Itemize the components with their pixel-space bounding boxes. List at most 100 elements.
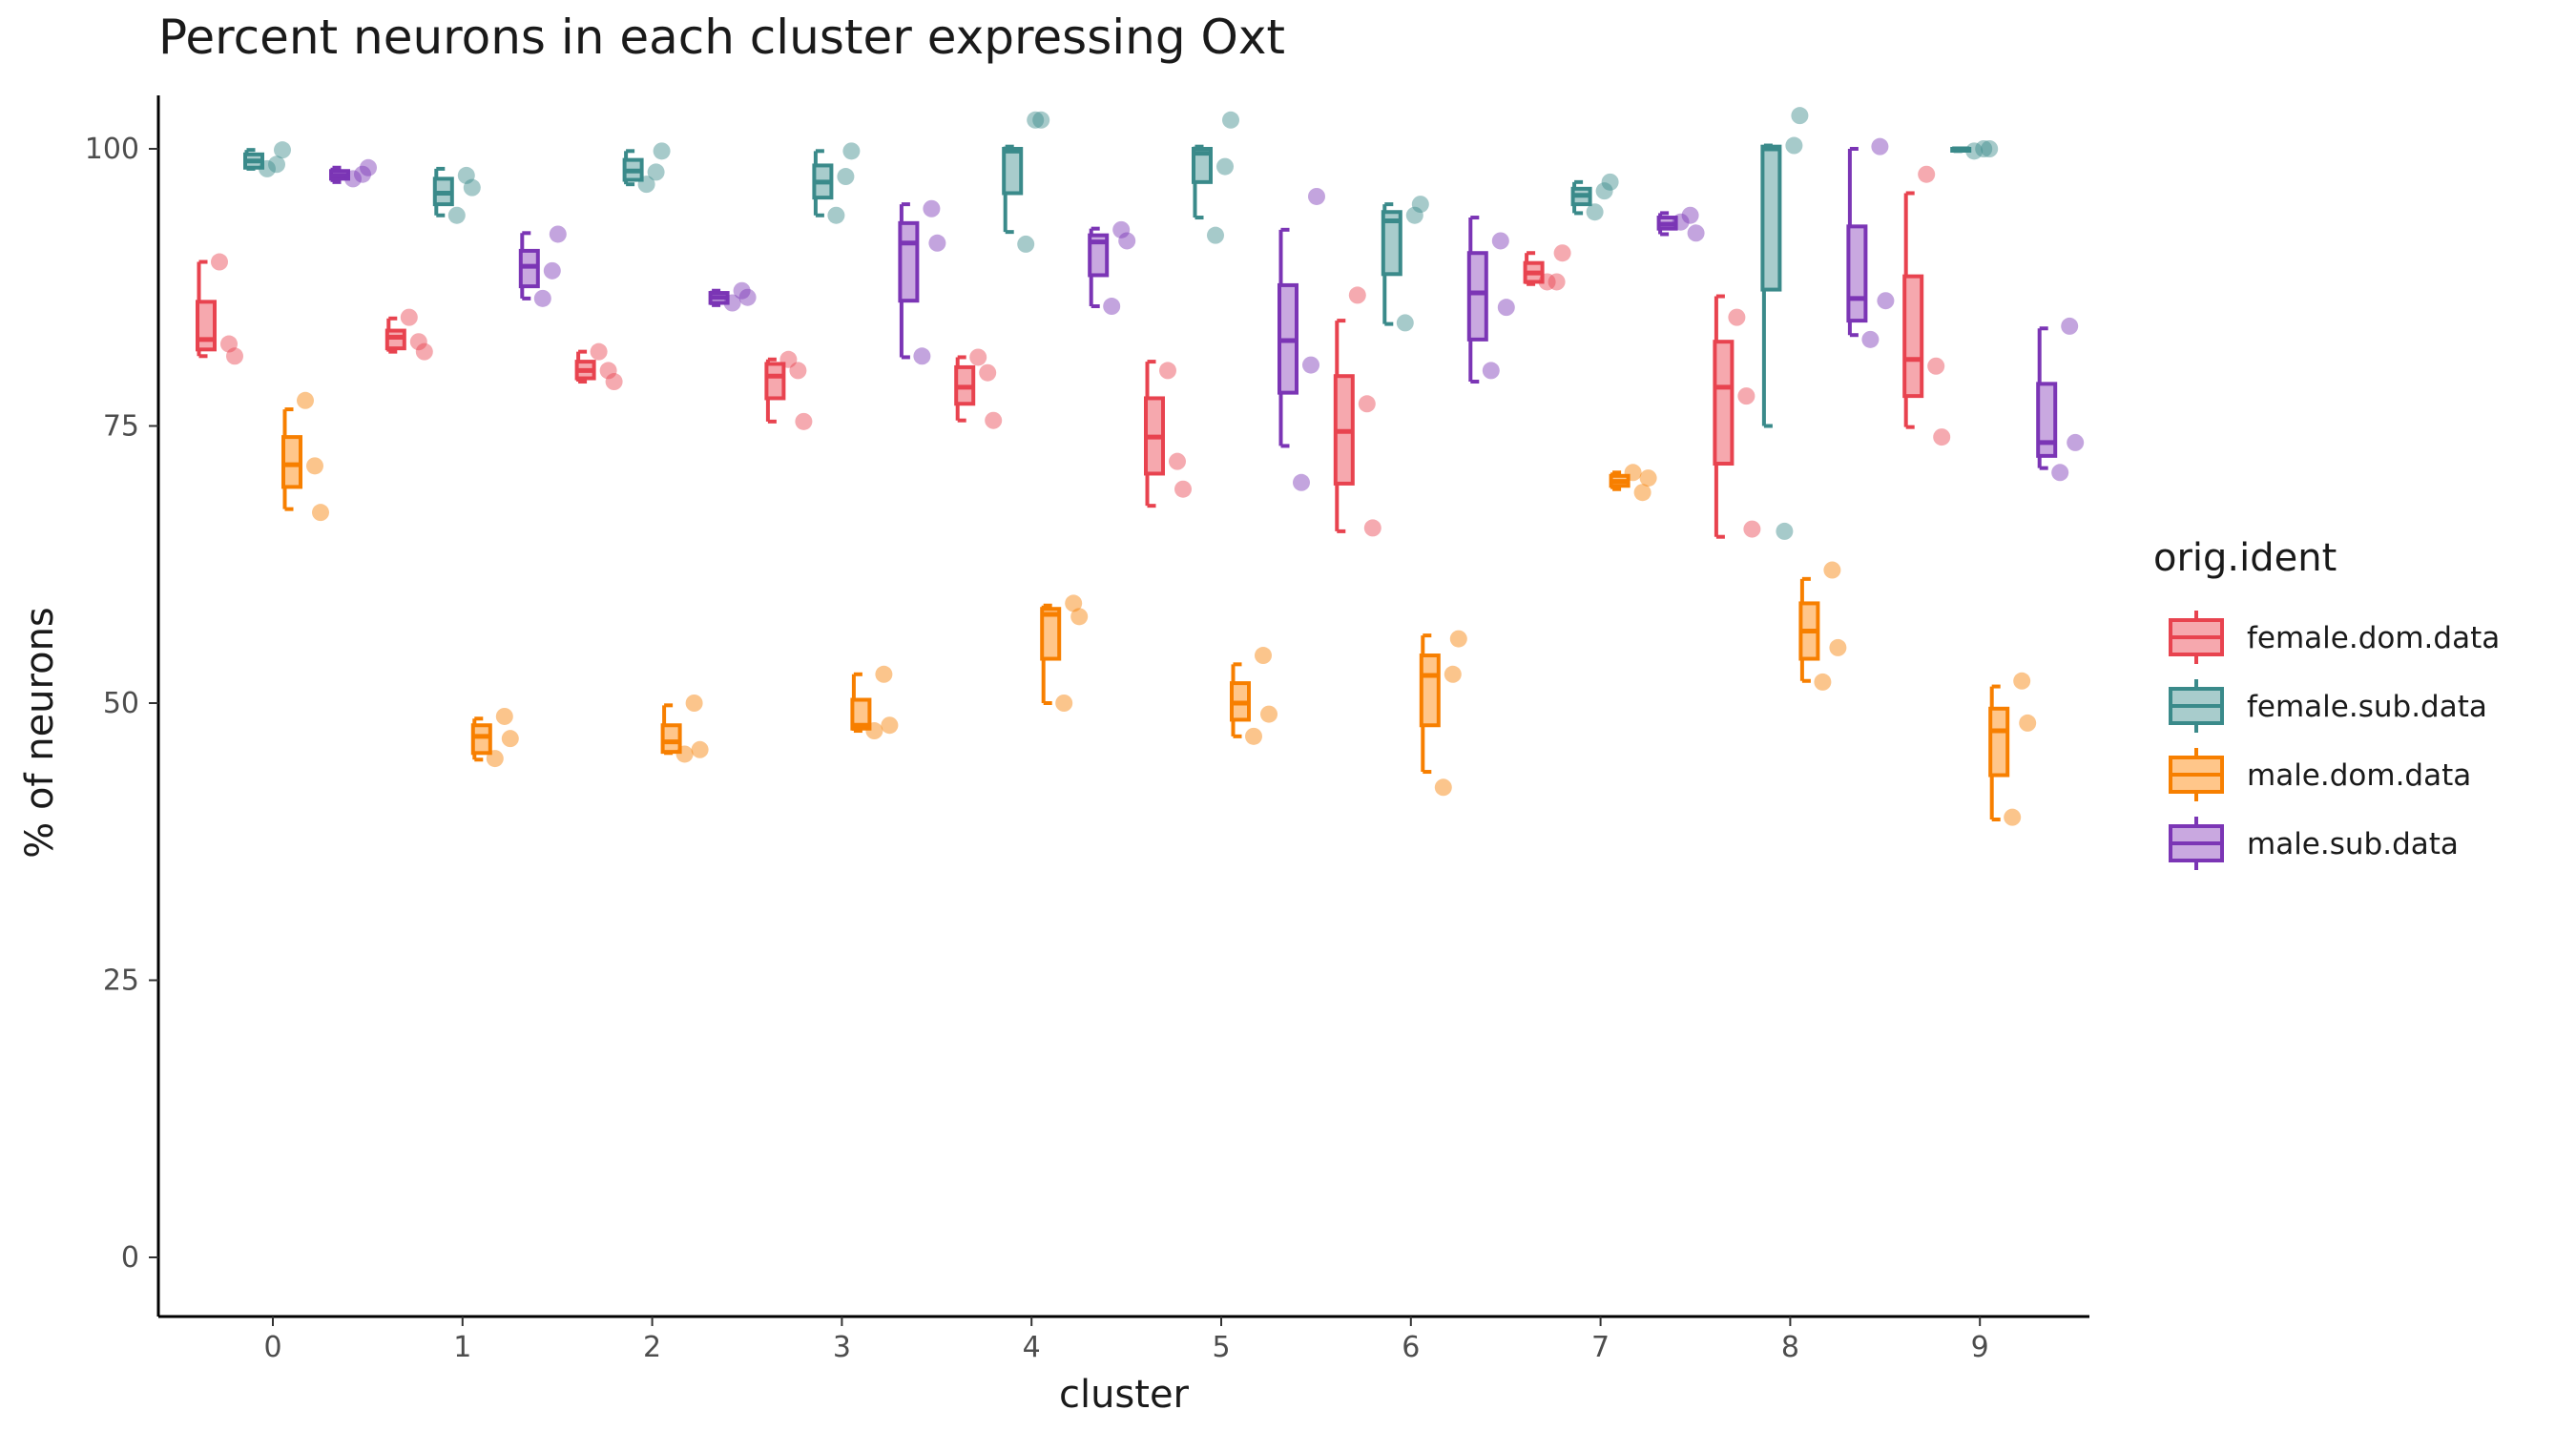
data-point bbox=[486, 750, 504, 768]
y-tick-label: 25 bbox=[103, 964, 139, 998]
data-point bbox=[979, 363, 997, 382]
data-point bbox=[1776, 522, 1794, 540]
x-tick-label: 5 bbox=[1212, 1331, 1230, 1364]
box bbox=[1760, 144, 1782, 292]
data-point bbox=[2019, 714, 2037, 732]
data-point bbox=[1871, 137, 1889, 156]
data-point bbox=[1482, 362, 1500, 380]
data-point bbox=[985, 411, 1003, 429]
y-tick-label: 50 bbox=[103, 687, 139, 720]
box bbox=[1040, 607, 1062, 661]
data-point bbox=[1055, 695, 1073, 712]
data-point bbox=[344, 170, 362, 188]
data-point bbox=[1302, 356, 1319, 374]
data-point bbox=[274, 141, 291, 159]
data-point bbox=[1672, 213, 1690, 231]
data-point bbox=[1245, 727, 1262, 745]
data-point bbox=[1743, 520, 1761, 538]
data-point bbox=[1396, 314, 1414, 332]
data-point bbox=[653, 142, 671, 160]
data-point bbox=[647, 163, 665, 181]
data-point bbox=[685, 695, 703, 712]
data-point bbox=[779, 350, 798, 368]
data-point bbox=[827, 206, 845, 224]
box bbox=[1002, 147, 1024, 196]
y-tick-label: 75 bbox=[103, 410, 139, 444]
data-point bbox=[1918, 165, 1936, 183]
box bbox=[1419, 653, 1441, 728]
data-point bbox=[1260, 705, 1278, 723]
axes: 0 25 50 75 100 0 1 2 3 4 5 6 7 8 9 bbox=[85, 95, 2089, 1364]
legend-label: male.dom.data bbox=[2247, 758, 2471, 793]
data-point bbox=[495, 707, 513, 725]
series-female-sub-data bbox=[243, 107, 1999, 540]
data-point bbox=[1965, 142, 1984, 160]
x-ticks: 0 1 2 3 4 5 6 7 8 9 bbox=[263, 1317, 1989, 1364]
data-point bbox=[842, 142, 861, 160]
data-point bbox=[211, 253, 228, 271]
data-point bbox=[457, 166, 475, 184]
data-point bbox=[1411, 196, 1429, 214]
legend-items: female.dom.data female.sub.data male.dom.d… bbox=[2169, 611, 2500, 870]
data-point bbox=[1548, 273, 1566, 291]
data-point bbox=[1103, 298, 1121, 316]
data-point bbox=[590, 342, 608, 361]
chart-title: Percent neurons in each cluster expressi… bbox=[158, 10, 1286, 65]
data-point bbox=[1595, 182, 1613, 200]
box bbox=[1088, 233, 1110, 278]
data-point bbox=[1017, 235, 1035, 253]
data-point bbox=[875, 665, 893, 683]
data-point bbox=[795, 412, 813, 430]
data-point bbox=[928, 234, 946, 252]
data-point bbox=[1444, 665, 1462, 683]
box bbox=[1902, 274, 1924, 399]
y-ticks: 0 25 50 75 100 bbox=[85, 133, 158, 1275]
y-tick-label: 0 bbox=[121, 1241, 139, 1275]
data-point bbox=[1933, 428, 1951, 446]
legend-item: female.sub.data bbox=[2169, 679, 2487, 733]
data-point bbox=[1207, 226, 1224, 244]
box bbox=[1466, 251, 1488, 342]
legend-item: male.dom.data bbox=[2169, 748, 2471, 801]
data-point bbox=[599, 362, 617, 380]
legend-label: female.sub.data bbox=[2247, 690, 2487, 724]
legend-label: male.sub.data bbox=[2247, 827, 2459, 861]
data-point bbox=[1814, 673, 1832, 691]
data-point bbox=[268, 156, 285, 174]
data-point bbox=[533, 289, 551, 307]
data-point bbox=[1070, 608, 1089, 626]
data-point bbox=[259, 159, 276, 177]
data-point bbox=[1174, 480, 1192, 498]
box bbox=[1846, 224, 1868, 323]
data-point bbox=[549, 225, 567, 243]
y-axis-title: % of neurons bbox=[18, 607, 62, 859]
box bbox=[281, 435, 302, 489]
data-point bbox=[1358, 395, 1376, 413]
legend-item: male.sub.data bbox=[2169, 817, 2459, 870]
data-point bbox=[1293, 473, 1310, 491]
data-point bbox=[1624, 464, 1642, 482]
data-point bbox=[1169, 452, 1186, 470]
x-tick-label: 1 bbox=[453, 1331, 471, 1364]
box bbox=[1192, 147, 1213, 184]
data-point bbox=[969, 348, 987, 366]
data-point bbox=[1497, 299, 1515, 317]
x-tick-label: 9 bbox=[1971, 1331, 1989, 1364]
legend-item: female.dom.data bbox=[2169, 611, 2500, 664]
data-point bbox=[1728, 308, 1746, 326]
y-tick-label: 100 bbox=[85, 133, 139, 166]
x-tick-label: 0 bbox=[263, 1331, 281, 1364]
data-point bbox=[1877, 292, 1895, 310]
box bbox=[1381, 210, 1402, 277]
box bbox=[898, 220, 920, 303]
data-point bbox=[1216, 157, 1234, 176]
data-point bbox=[1255, 647, 1272, 665]
series-female-dom-data bbox=[196, 165, 1951, 539]
data-point bbox=[415, 342, 433, 361]
data-point bbox=[543, 261, 561, 280]
x-tick-label: 8 bbox=[1781, 1331, 1799, 1364]
box bbox=[470, 723, 492, 756]
data-point bbox=[923, 199, 941, 218]
data-point bbox=[1159, 362, 1176, 380]
